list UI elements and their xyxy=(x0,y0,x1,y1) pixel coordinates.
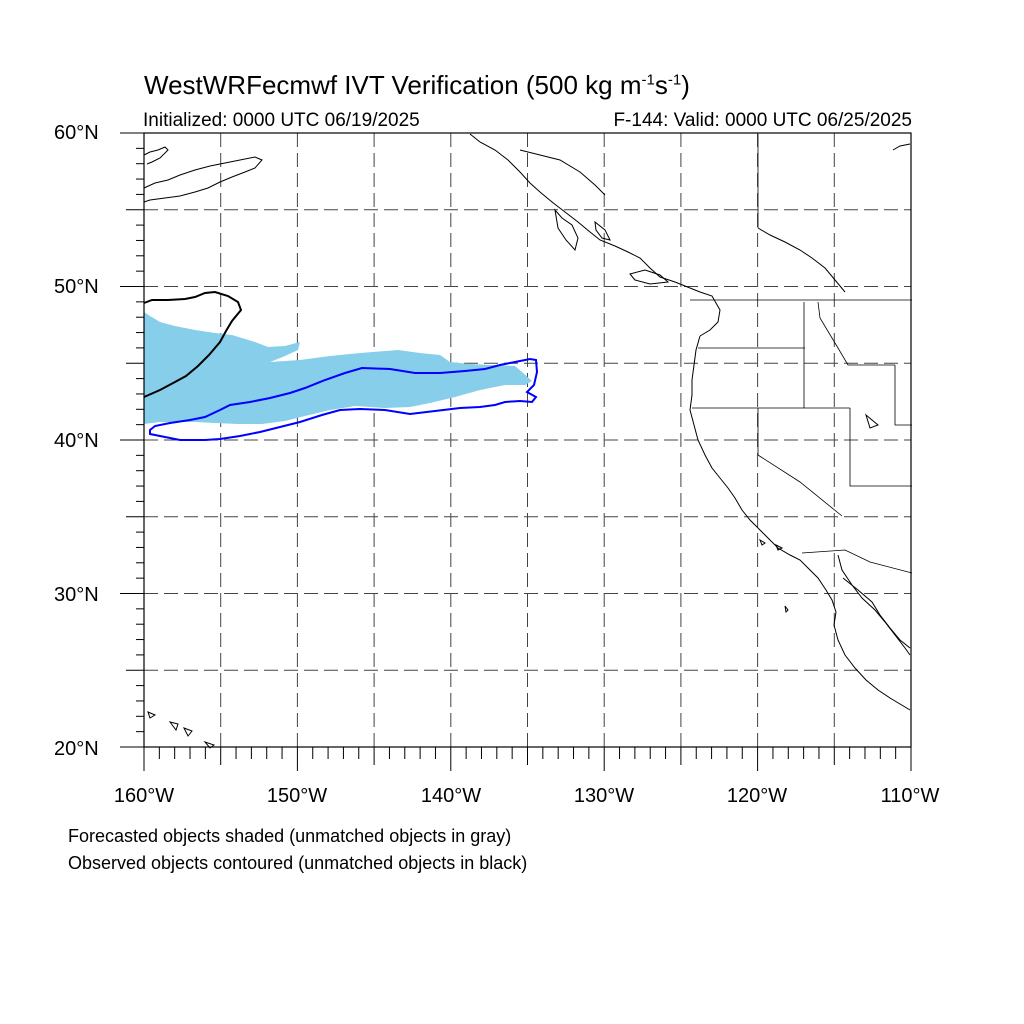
lon-label-150w: 150°W xyxy=(266,785,328,807)
grid-lines xyxy=(144,133,911,747)
lon-label-140w: 140°W xyxy=(420,785,482,807)
lon-label-130w: 130°W xyxy=(573,785,635,807)
lat-label-50: 50°N xyxy=(54,276,99,298)
init-time-label: Initialized: 0000 UTC 06/19/2025 xyxy=(143,110,420,131)
lon-label-160w: 160°W xyxy=(113,785,175,807)
valid-time-label: F-144: Valid: 0000 UTC 06/25/2025 xyxy=(613,110,912,131)
axis-ticks xyxy=(120,132,912,771)
coastlines xyxy=(143,133,911,749)
map-title: WestWRFecmwf IVT Verification (500 kg m-… xyxy=(144,70,690,100)
observed-matched-contour xyxy=(149,357,539,441)
lon-label-120w: 120°W xyxy=(726,785,788,807)
lat-label-60: 60°N xyxy=(54,122,99,144)
lon-label-110w: 110°W xyxy=(880,785,940,807)
forecast-ivt-object xyxy=(144,312,532,424)
legend-forecast-note: Forecasted objects shaded (unmatched obj… xyxy=(68,826,512,846)
lat-label-20: 20°N xyxy=(54,738,99,760)
lat-label-40: 40°N xyxy=(54,430,99,452)
legend-observed-note: Observed objects contoured (unmatched ob… xyxy=(68,853,528,873)
plot-frame xyxy=(143,132,912,748)
observed-unmatched-contour xyxy=(143,290,243,398)
lat-label-30: 30°N xyxy=(54,584,99,606)
political-borders xyxy=(690,134,913,574)
